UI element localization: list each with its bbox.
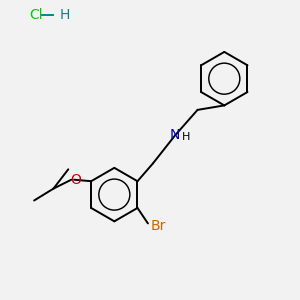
Text: Cl: Cl bbox=[30, 8, 43, 22]
Text: H: H bbox=[182, 132, 191, 142]
Text: Br: Br bbox=[151, 219, 166, 233]
Text: O: O bbox=[70, 173, 81, 187]
Text: H: H bbox=[59, 8, 70, 22]
Text: N: N bbox=[170, 128, 181, 142]
